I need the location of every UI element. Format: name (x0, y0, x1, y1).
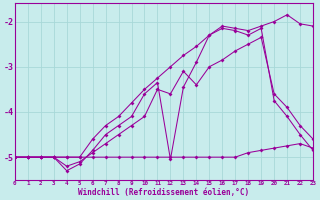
X-axis label: Windchill (Refroidissement éolien,°C): Windchill (Refroidissement éolien,°C) (78, 188, 250, 197)
